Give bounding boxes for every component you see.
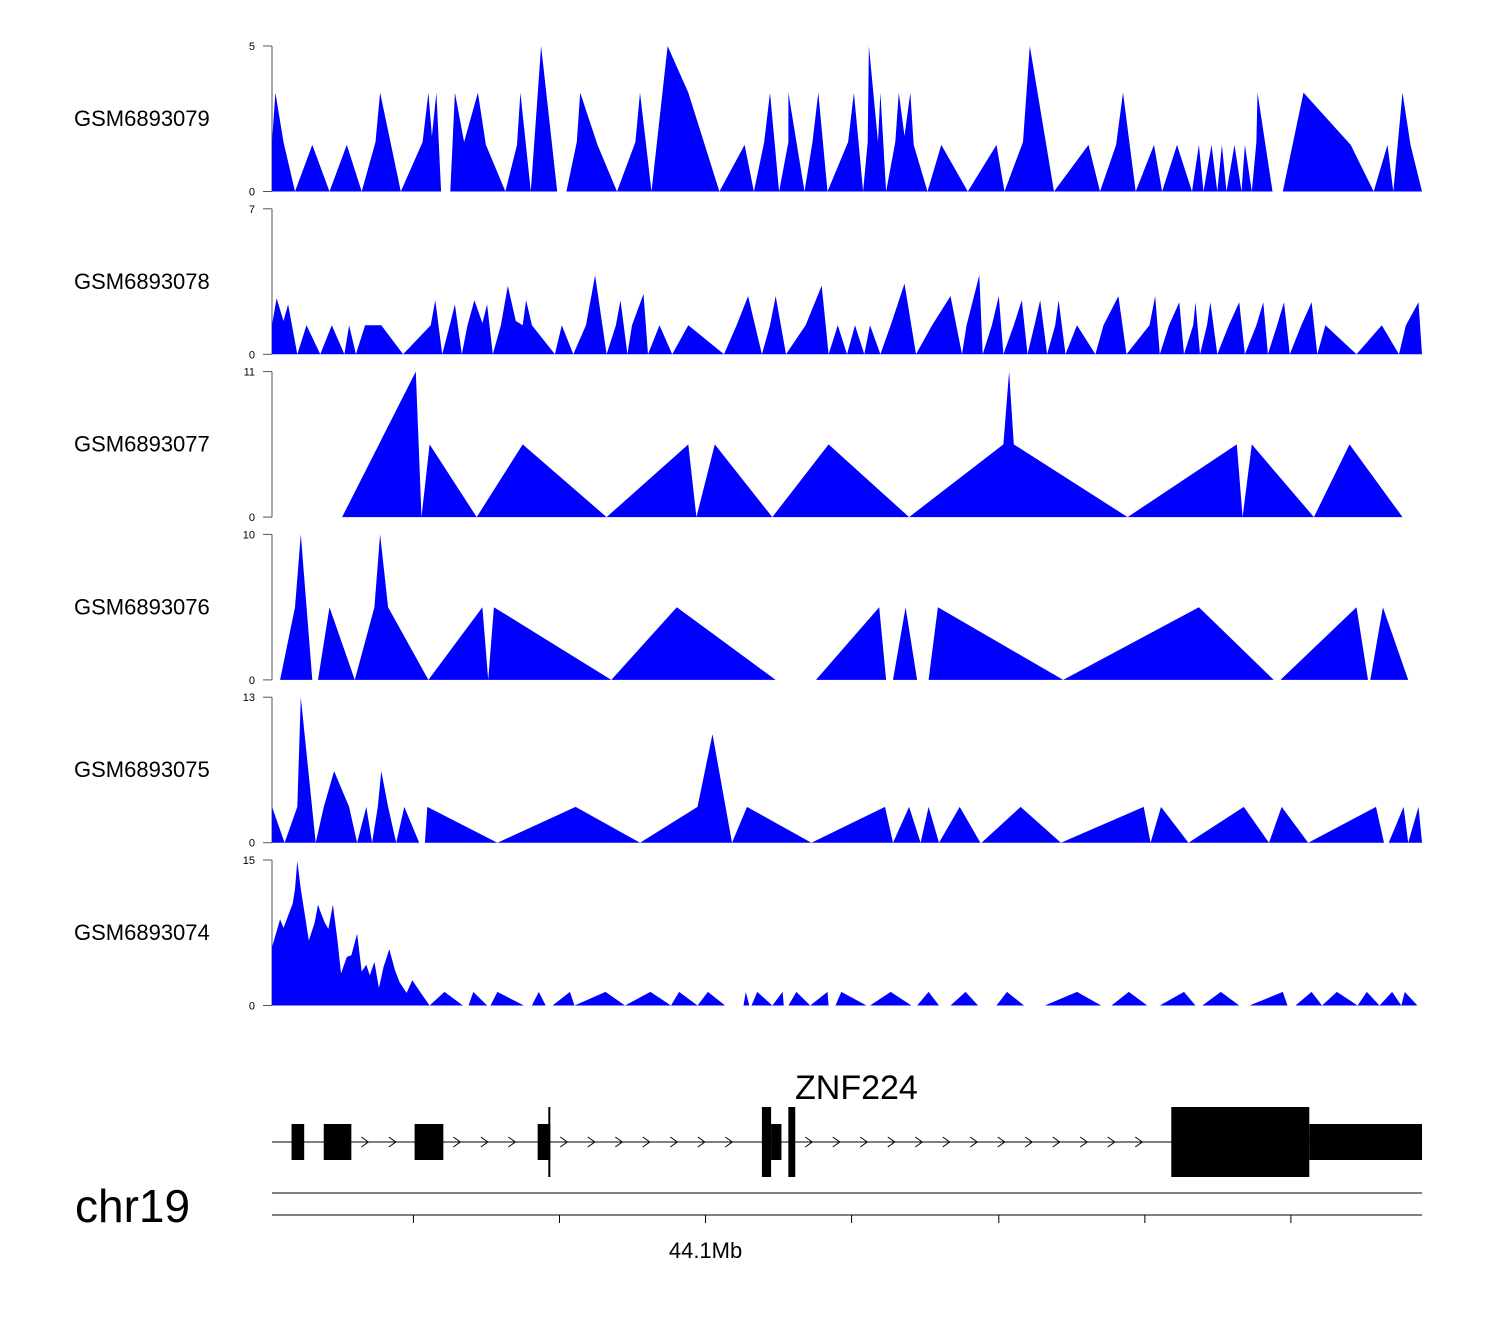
strand-arrow bbox=[969, 1136, 979, 1148]
track-GSM6893077: GSM6893077 11 0 bbox=[74, 367, 1403, 524]
y-axis-max-label: 5 bbox=[249, 41, 255, 53]
utr-block bbox=[1309, 1124, 1422, 1160]
gene-track: ZNF224 bbox=[272, 1069, 1422, 1177]
coverage-area bbox=[272, 861, 1418, 1006]
strand-arrow bbox=[942, 1136, 951, 1148]
track-label: GSM6893075 bbox=[74, 757, 210, 782]
strand-arrow bbox=[1134, 1136, 1144, 1148]
strand-arrow bbox=[725, 1136, 734, 1148]
y-axis-min-label: 0 bbox=[249, 349, 255, 361]
y-axis-max-label: 13 bbox=[243, 692, 255, 704]
strand-arrow bbox=[914, 1136, 924, 1148]
track-label: GSM6893074 bbox=[74, 920, 210, 945]
strand-arrow bbox=[1024, 1136, 1034, 1148]
chromosome-label: chr19 bbox=[75, 1180, 190, 1232]
data-tracks: GSM689307950GSM689307870GSM6893077110GSM… bbox=[74, 41, 1422, 1013]
coverage-area bbox=[272, 275, 1422, 355]
exon bbox=[788, 1107, 796, 1177]
strand-arrow bbox=[697, 1136, 706, 1148]
coverage-area bbox=[280, 534, 1409, 680]
track-GSM6893075: GSM6893075 13 0 bbox=[74, 692, 1422, 850]
track-label: GSM6893078 bbox=[74, 269, 210, 294]
strand-arrow bbox=[859, 1136, 869, 1148]
strand-arrow bbox=[508, 1136, 517, 1148]
strand-arrow bbox=[832, 1136, 841, 1148]
y-axis-max-label: 10 bbox=[243, 529, 255, 541]
y-axis-min-label: 0 bbox=[249, 675, 255, 687]
exon bbox=[761, 1107, 772, 1177]
strand-arrow bbox=[453, 1136, 462, 1148]
coverage-area bbox=[272, 46, 1422, 192]
axis-tick-label: 44.1Mb bbox=[669, 1238, 742, 1263]
track-label: GSM6893077 bbox=[74, 432, 210, 457]
strand-arrow bbox=[587, 1136, 596, 1148]
exon bbox=[537, 1124, 551, 1160]
strand-arrow bbox=[1107, 1136, 1116, 1148]
exon bbox=[1171, 1107, 1310, 1177]
y-axis-max-label: 11 bbox=[244, 367, 255, 379]
strand-arrow bbox=[670, 1136, 679, 1148]
strand-arrow bbox=[388, 1136, 397, 1148]
y-axis-min-label: 0 bbox=[249, 838, 255, 850]
coverage-area bbox=[272, 697, 1422, 843]
strand-arrow bbox=[615, 1136, 624, 1148]
y-axis-min-label: 0 bbox=[249, 187, 255, 199]
strand-arrow bbox=[480, 1136, 489, 1148]
strand-arrow bbox=[1052, 1136, 1061, 1148]
y-axis-max-label: 7 bbox=[249, 204, 255, 216]
strand-arrow bbox=[642, 1136, 651, 1148]
track-label: GSM6893076 bbox=[74, 594, 210, 619]
strand-arrow bbox=[560, 1136, 569, 1148]
strand-arrow bbox=[804, 1136, 814, 1148]
track-label: GSM6893079 bbox=[74, 106, 210, 131]
track-GSM6893076: GSM6893076 10 0 bbox=[74, 529, 1409, 687]
strand-arrow bbox=[361, 1136, 370, 1148]
y-axis-min-label: 0 bbox=[249, 1001, 255, 1013]
track-GSM6893079: GSM6893079 5 0 bbox=[74, 41, 1422, 199]
exon bbox=[414, 1124, 444, 1160]
strand-arrow bbox=[1079, 1136, 1089, 1148]
track-GSM6893074: GSM6893074 15 0 bbox=[74, 855, 1418, 1013]
exon bbox=[323, 1124, 352, 1160]
strand-arrow bbox=[997, 1136, 1006, 1148]
exon bbox=[548, 1107, 551, 1177]
track-GSM6893078: GSM6893078 7 0 bbox=[74, 204, 1422, 361]
exon bbox=[291, 1124, 305, 1160]
y-axis-min-label: 0 bbox=[249, 512, 255, 524]
gene-label: ZNF224 bbox=[795, 1069, 918, 1107]
chromosome-axis: chr19 44.1Mb bbox=[75, 1180, 1422, 1263]
coverage-area bbox=[342, 371, 1403, 518]
exon bbox=[771, 1124, 782, 1160]
y-axis-max-label: 15 bbox=[243, 855, 255, 867]
strand-arrow bbox=[887, 1136, 896, 1148]
